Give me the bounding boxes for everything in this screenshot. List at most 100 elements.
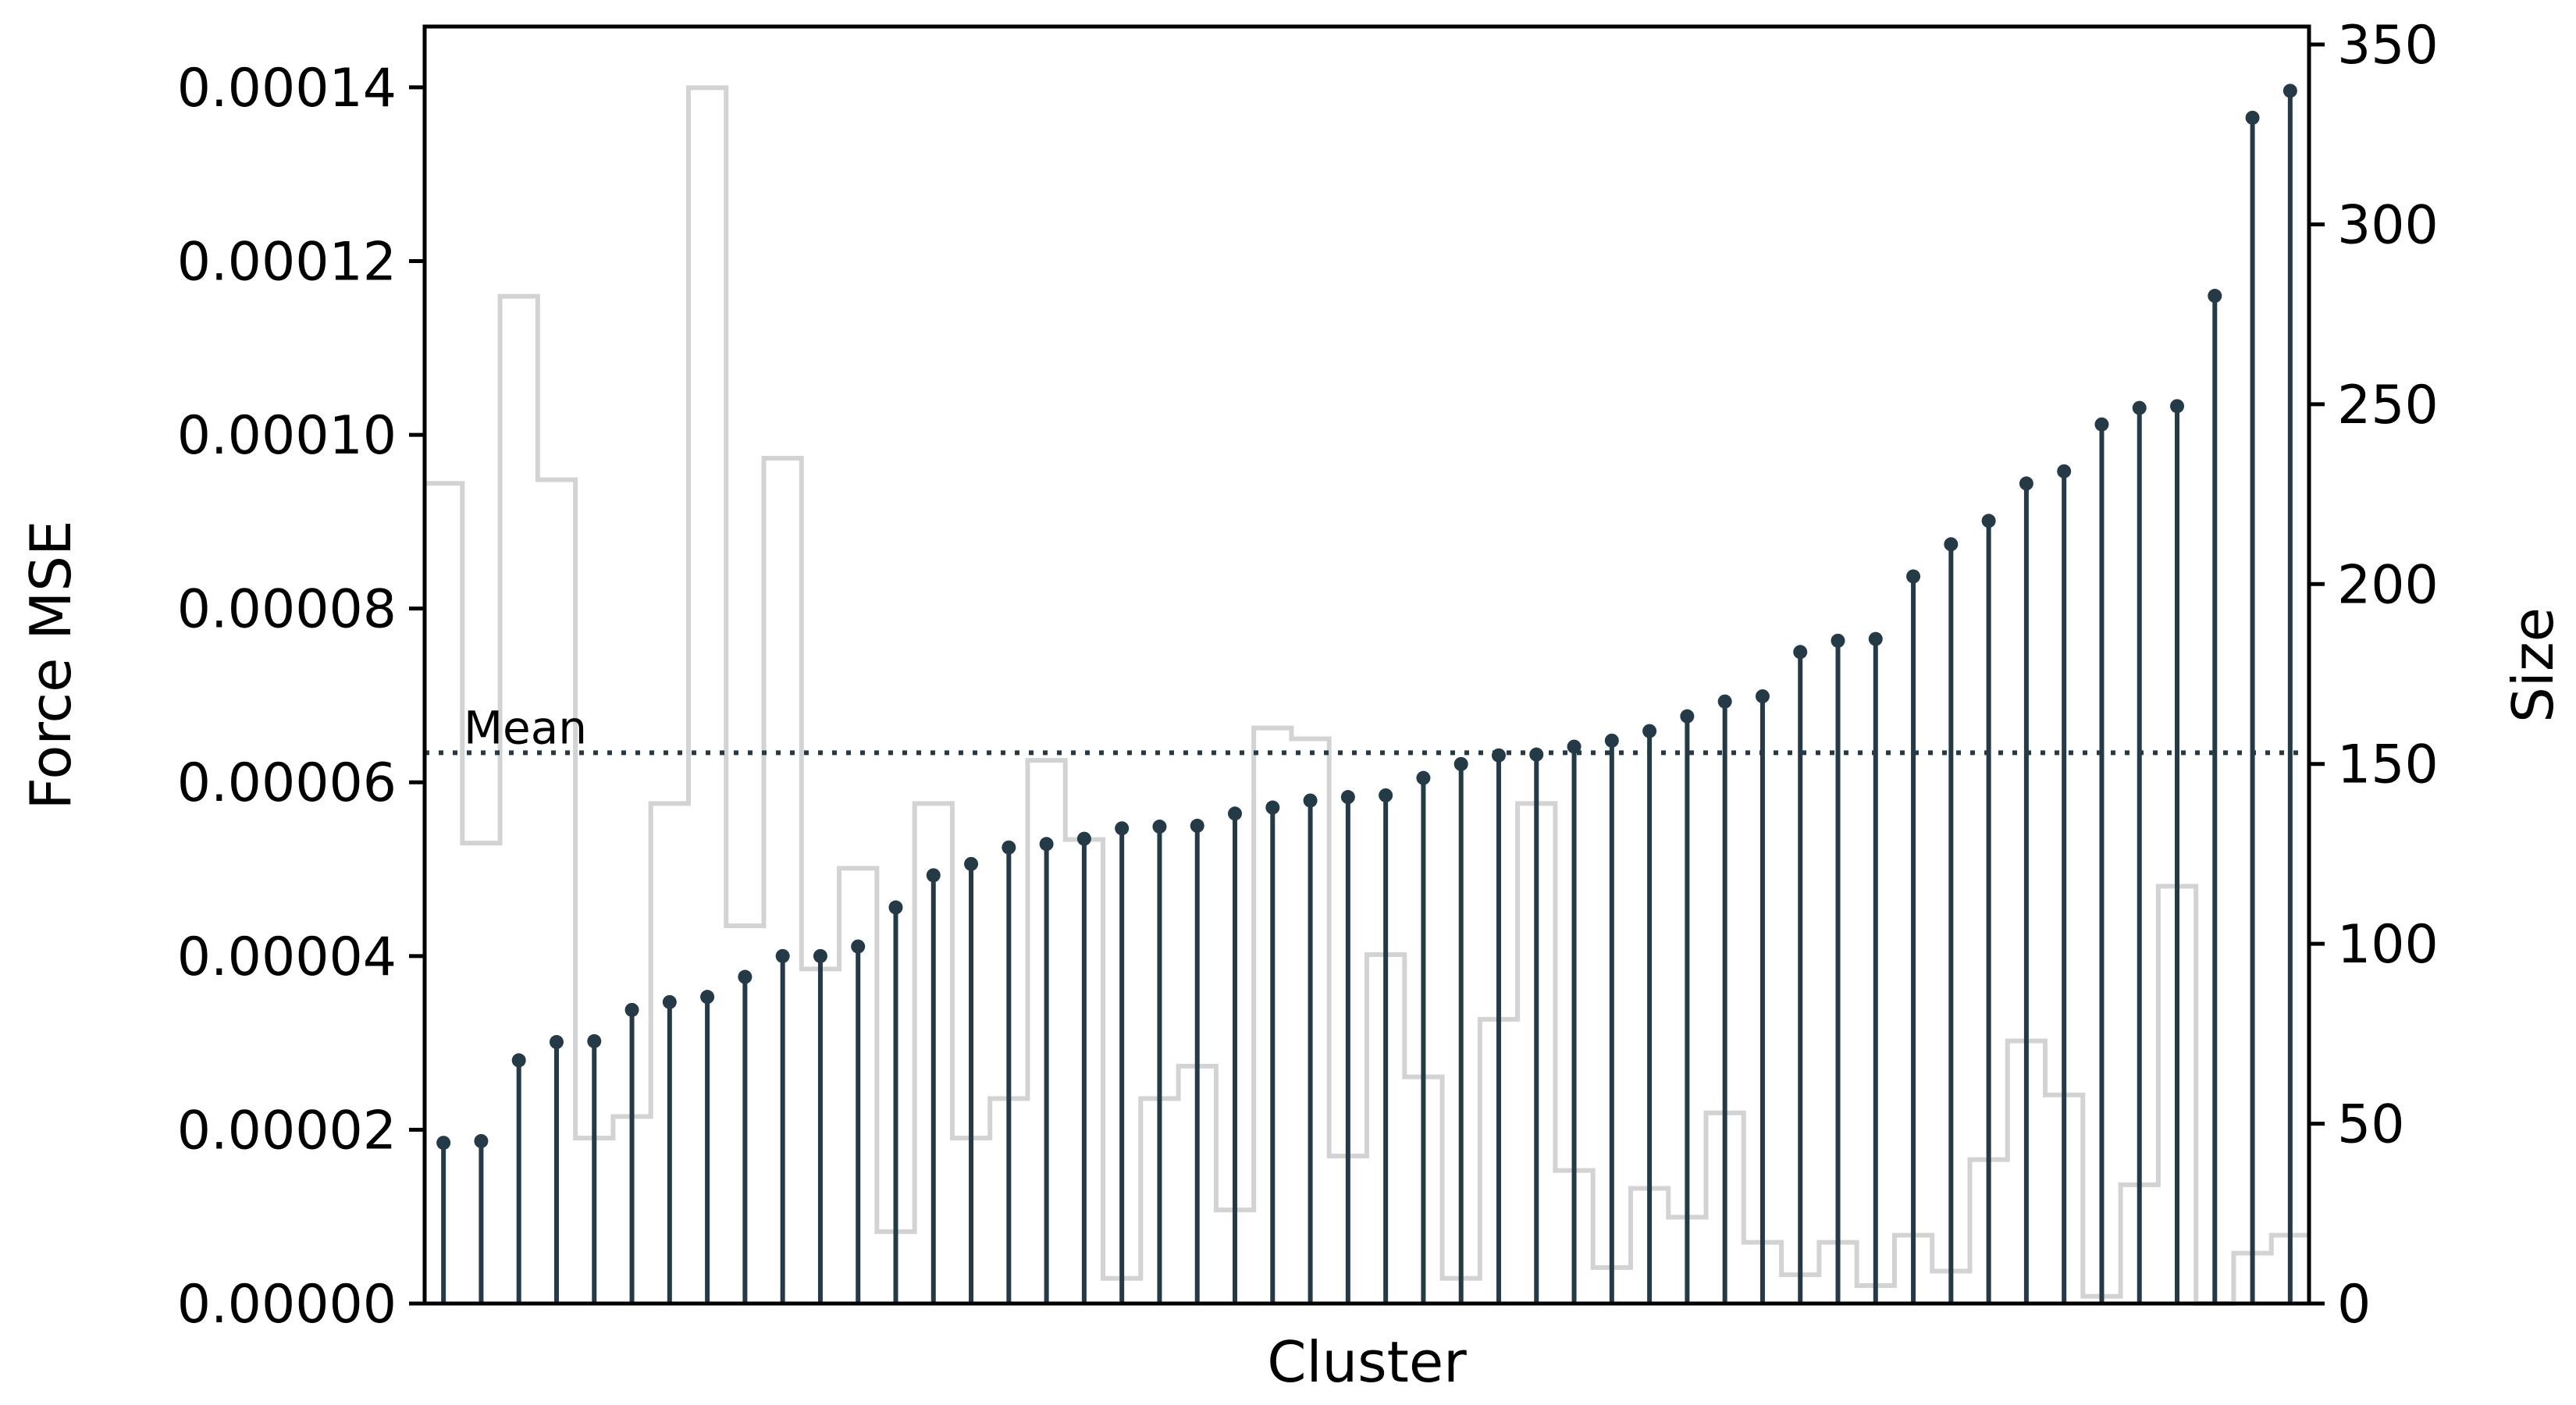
stem-47: [2170, 399, 2185, 1304]
stem-marker: [1642, 724, 1657, 738]
stem-marker: [1416, 770, 1431, 785]
stem-50: [2282, 84, 2297, 1304]
right-tick-label: 0: [2337, 1274, 2371, 1336]
mean-label: Mean: [464, 701, 587, 754]
stem-40: [1906, 569, 1921, 1304]
stem-marker: [1076, 831, 1091, 846]
stem-46: [2132, 400, 2147, 1304]
stem-marker: [1604, 733, 1619, 748]
right-tick-label: 300: [2337, 194, 2439, 256]
stem-5: [587, 1033, 602, 1304]
stem-marker: [1567, 739, 1582, 754]
stem-marker: [436, 1136, 451, 1151]
stem-39: [1868, 631, 1883, 1304]
stem-marker: [1868, 631, 1883, 646]
stem-22: [1228, 806, 1243, 1304]
stem-11: [813, 948, 827, 1304]
stem-marker: [738, 969, 753, 984]
stem-marker: [1944, 537, 1959, 552]
stem-29: [1491, 748, 1506, 1304]
stem-marker: [851, 939, 866, 954]
stem-marker: [1906, 569, 1921, 584]
stem-marker: [2132, 400, 2147, 415]
stem-marker: [2282, 84, 2297, 98]
stem-20: [1152, 820, 1167, 1304]
stem-38: [1831, 633, 1845, 1304]
stem-42: [1981, 514, 1996, 1304]
stem-marker: [2245, 110, 2260, 125]
stem-31: [1567, 739, 1582, 1304]
right-y-axis: 0 50 100 150 200 250 300 350: [2309, 15, 2439, 1336]
left-tick-label: 0.00006: [177, 752, 397, 814]
stem-marker: [1529, 747, 1544, 762]
plot-area-frame: [422, 24, 2311, 1306]
stem-marker: [1228, 806, 1243, 821]
stem-marker: [474, 1133, 489, 1148]
stem-marker: [1491, 748, 1506, 763]
stem-10: [775, 948, 790, 1304]
right-tick-label: 150: [2337, 735, 2439, 796]
stem-marker: [1453, 756, 1468, 771]
stem-marker: [2170, 399, 2185, 414]
stem-13: [888, 900, 903, 1304]
stem-44: [2057, 464, 2072, 1304]
stem-marker: [1379, 788, 1393, 802]
stem-9: [738, 969, 753, 1304]
stem-marker: [2019, 476, 2033, 491]
right-tick-label: 100: [2337, 914, 2439, 976]
stem-marker: [1303, 793, 1318, 808]
stem-marker: [1039, 837, 1054, 852]
left-tick-label: 0.00010: [177, 405, 397, 467]
y-axis-label-right: Size: [2500, 607, 2566, 723]
right-tick-label: 200: [2337, 554, 2439, 616]
stem-marker: [888, 900, 903, 915]
stem-marker: [624, 1002, 639, 1017]
stem-33: [1642, 724, 1657, 1304]
stem-30: [1529, 747, 1544, 1304]
stem-marker: [1002, 840, 1016, 855]
stem-marker: [1115, 821, 1130, 836]
stem-marker: [1717, 694, 1732, 709]
stem-25: [1340, 790, 1355, 1304]
stem-marker: [1680, 709, 1695, 724]
stem-14: [926, 868, 941, 1304]
stem-24: [1303, 793, 1318, 1304]
stem-marker: [2094, 417, 2109, 432]
right-tick-label: 250: [2337, 375, 2439, 436]
stem-marker: [813, 948, 827, 963]
stem-8: [700, 990, 715, 1304]
stem-35: [1717, 694, 1732, 1304]
stem-28: [1453, 756, 1468, 1304]
left-tick-label: 0.00008: [177, 579, 397, 641]
stem-15: [964, 856, 979, 1304]
stem-18: [1076, 831, 1091, 1304]
stem-marker: [2057, 464, 2072, 478]
stem-48: [2208, 289, 2222, 1304]
stem-3: [511, 1053, 526, 1304]
y-axis-label-left: Force MSE: [18, 520, 84, 809]
stem-marker: [511, 1053, 526, 1068]
stem-27: [1416, 770, 1431, 1304]
stem-45: [2094, 417, 2109, 1304]
stem-32: [1604, 733, 1619, 1304]
stem-12: [851, 939, 866, 1304]
stem-37: [1793, 645, 1808, 1304]
stem-marker: [926, 868, 941, 883]
stem-marker: [587, 1033, 602, 1048]
stem-marker: [1755, 689, 1770, 704]
stem-36: [1755, 689, 1770, 1304]
stem-marker: [2208, 289, 2222, 304]
stem-marker: [1981, 514, 1996, 528]
stem-17: [1039, 837, 1054, 1304]
stem-41: [1944, 537, 1959, 1304]
stem-1: [436, 1136, 451, 1304]
stem-4: [549, 1035, 564, 1304]
stem-marker: [1265, 800, 1280, 815]
stem-marker: [1793, 645, 1808, 660]
left-tick-label: 0.00000: [177, 1274, 397, 1336]
stem-marker: [662, 994, 677, 1009]
stem-21: [1190, 818, 1204, 1304]
stem-marker: [1190, 818, 1204, 833]
stem-43: [2019, 476, 2033, 1304]
